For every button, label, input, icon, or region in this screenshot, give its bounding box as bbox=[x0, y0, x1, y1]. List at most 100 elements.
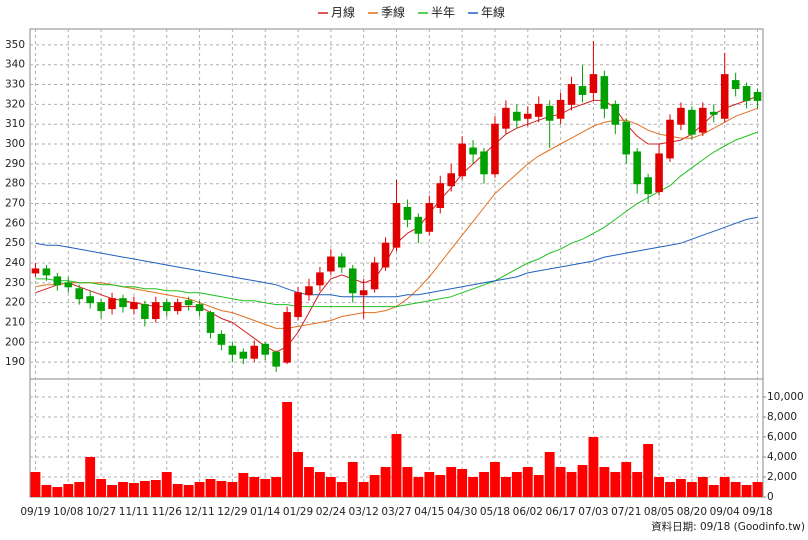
volume-bar bbox=[457, 469, 468, 497]
footer: 資料日期: 09/18 (Goodinfo.tw) bbox=[651, 520, 805, 533]
y-tick-label: 210 bbox=[5, 316, 25, 328]
volume-bar bbox=[533, 475, 544, 497]
candle-body bbox=[436, 183, 445, 208]
volume-bar bbox=[479, 472, 489, 497]
candle-body bbox=[458, 143, 466, 177]
volume-bar bbox=[490, 462, 500, 497]
volume-bar bbox=[654, 477, 664, 497]
volume-tick-label: 8,000 bbox=[767, 411, 797, 423]
volume-bar bbox=[752, 482, 763, 497]
volume-bar bbox=[358, 482, 369, 497]
candle-body bbox=[469, 147, 477, 155]
volume-bar bbox=[41, 485, 52, 497]
candle-body bbox=[480, 151, 488, 175]
x-tick-label: 06/02 bbox=[513, 506, 543, 518]
candle-body bbox=[31, 268, 40, 274]
volume-bar bbox=[643, 444, 654, 497]
volume-bar bbox=[52, 487, 63, 497]
y-tick-label: 270 bbox=[5, 198, 25, 210]
candle-body bbox=[272, 351, 280, 367]
candle-body bbox=[556, 99, 565, 119]
x-tick-label: 01/29 bbox=[283, 506, 313, 518]
volume-bar bbox=[402, 467, 413, 497]
candle-body bbox=[206, 312, 215, 333]
candle-body bbox=[633, 151, 641, 185]
candle-body bbox=[261, 343, 269, 355]
y-tick-label: 290 bbox=[5, 158, 25, 170]
x-tick-label: 07/21 bbox=[611, 506, 641, 518]
volume-bar bbox=[566, 472, 577, 497]
x-tick-label: 08/05 bbox=[644, 506, 674, 518]
x-tick-label: 01/14 bbox=[250, 506, 281, 518]
volume-bar bbox=[74, 482, 85, 497]
volume-bar bbox=[413, 477, 424, 497]
x-tick-label: 03/12 bbox=[349, 506, 379, 518]
candle-body bbox=[173, 302, 182, 312]
candle-body bbox=[567, 84, 576, 105]
x-tick-label: 07/03 bbox=[578, 506, 608, 518]
x-tick-label: 09/04 bbox=[710, 506, 741, 518]
volume-bar bbox=[194, 482, 205, 497]
volume-bar bbox=[161, 472, 172, 497]
x-tick-label: 11/26 bbox=[152, 506, 183, 518]
volume-bar bbox=[304, 467, 314, 497]
volume-bar bbox=[293, 452, 303, 497]
volume-bar bbox=[435, 475, 446, 497]
volume-bar bbox=[369, 475, 380, 497]
legend-label: 年線 bbox=[481, 5, 505, 20]
volume-bar bbox=[741, 485, 752, 497]
volume-bar bbox=[85, 457, 96, 497]
volume-bar bbox=[697, 477, 708, 497]
y-tick-label: 230 bbox=[5, 277, 25, 289]
volume-tick-label: 10,000 bbox=[767, 391, 804, 403]
candle-body bbox=[589, 74, 598, 93]
candle-body bbox=[403, 206, 412, 220]
candle-body bbox=[731, 80, 740, 90]
x-tick-label: 12/11 bbox=[184, 506, 214, 518]
volume-bar bbox=[719, 477, 730, 497]
candle-body bbox=[622, 121, 631, 155]
x-tick-label: 04/30 bbox=[447, 506, 477, 518]
volume-bar bbox=[446, 467, 457, 497]
candle-body bbox=[600, 76, 609, 109]
x-tick-label: 08/20 bbox=[677, 506, 707, 518]
candle-body bbox=[370, 262, 379, 290]
volume-bar bbox=[107, 485, 117, 497]
candle-body bbox=[502, 107, 510, 129]
volume-bar bbox=[380, 467, 391, 497]
volume-bar bbox=[632, 472, 643, 497]
volume-bar bbox=[621, 462, 632, 497]
candle-body bbox=[228, 345, 237, 355]
volume-bar bbox=[522, 467, 533, 497]
x-tick-label: 09/18 bbox=[742, 506, 772, 518]
candle-body bbox=[720, 74, 729, 119]
candle-body bbox=[524, 113, 532, 119]
volume-bar bbox=[282, 402, 293, 497]
candle-body bbox=[86, 296, 94, 304]
candle-body bbox=[513, 111, 521, 121]
candle-body bbox=[108, 298, 116, 310]
volume-bar bbox=[686, 482, 697, 497]
volume-bar bbox=[260, 479, 271, 497]
volume-bar bbox=[129, 483, 139, 497]
volume-bar bbox=[665, 482, 675, 497]
volume-tick-label: 0 bbox=[767, 491, 774, 503]
volume-bar bbox=[391, 434, 402, 497]
volume-tick-label: 2,000 bbox=[767, 471, 797, 483]
candle-body bbox=[392, 203, 401, 248]
volume-bar bbox=[63, 484, 74, 497]
x-tick-label: 10/27 bbox=[86, 506, 116, 518]
y-tick-label: 250 bbox=[5, 237, 25, 249]
candle-body bbox=[42, 268, 51, 276]
volume-bar bbox=[96, 479, 107, 497]
x-tick-label: 06/17 bbox=[545, 506, 575, 518]
candle-body bbox=[162, 302, 171, 312]
volume-bar bbox=[271, 477, 282, 497]
candle-body bbox=[75, 288, 84, 300]
volume-bar bbox=[30, 472, 41, 497]
x-tick-label: 02/24 bbox=[316, 506, 347, 518]
candle-body bbox=[316, 272, 324, 286]
candle-body bbox=[130, 302, 138, 310]
volume-bar bbox=[577, 465, 588, 497]
